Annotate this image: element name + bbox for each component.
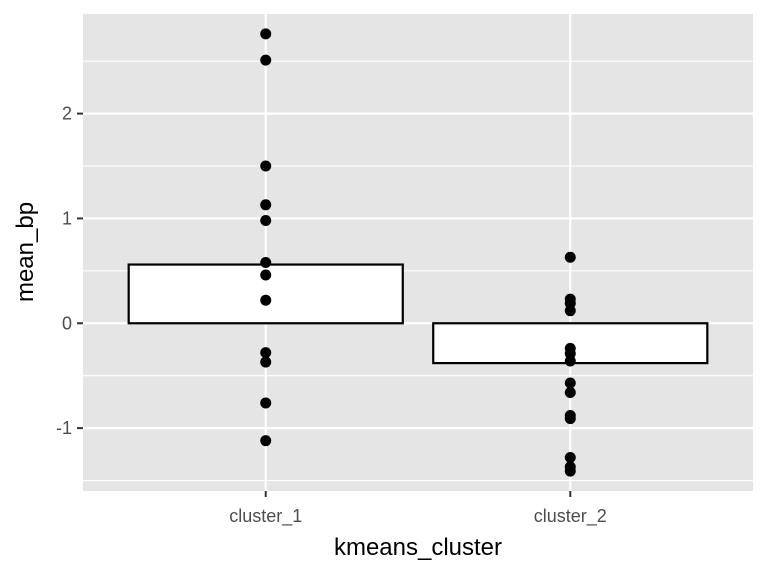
data-point [260,269,272,281]
y-axis-title: mean_bp [12,202,39,302]
data-point [564,413,576,425]
panel-background [83,14,753,491]
data-point [260,256,272,268]
data-point [260,199,272,211]
x-tick-label: cluster_2 [534,506,607,527]
data-point [260,215,272,227]
data-point [260,294,272,306]
data-point [564,386,576,398]
data-points [260,28,576,477]
data-point [564,355,576,367]
data-point [564,451,576,463]
data-point [260,397,272,409]
y-axis: -1 0 1 2 [56,104,83,438]
data-point [564,305,576,317]
data-point [260,54,272,66]
y-tick-label: 2 [62,104,72,124]
x-axis-title: kmeans_cluster [334,534,502,561]
data-point [564,465,576,477]
x-tick-label: cluster_1 [229,506,302,527]
data-point [260,356,272,368]
bars [127,263,709,365]
y-tick-label: 0 [62,313,72,333]
data-point [564,377,576,389]
data-point [260,160,272,172]
x-axis: cluster_1 cluster_2 [229,491,607,527]
data-point [260,28,272,40]
y-tick-label: -1 [56,418,72,438]
data-point [260,435,272,447]
data-point [260,347,272,359]
data-point [564,251,576,263]
y-tick-label: 1 [62,208,72,228]
